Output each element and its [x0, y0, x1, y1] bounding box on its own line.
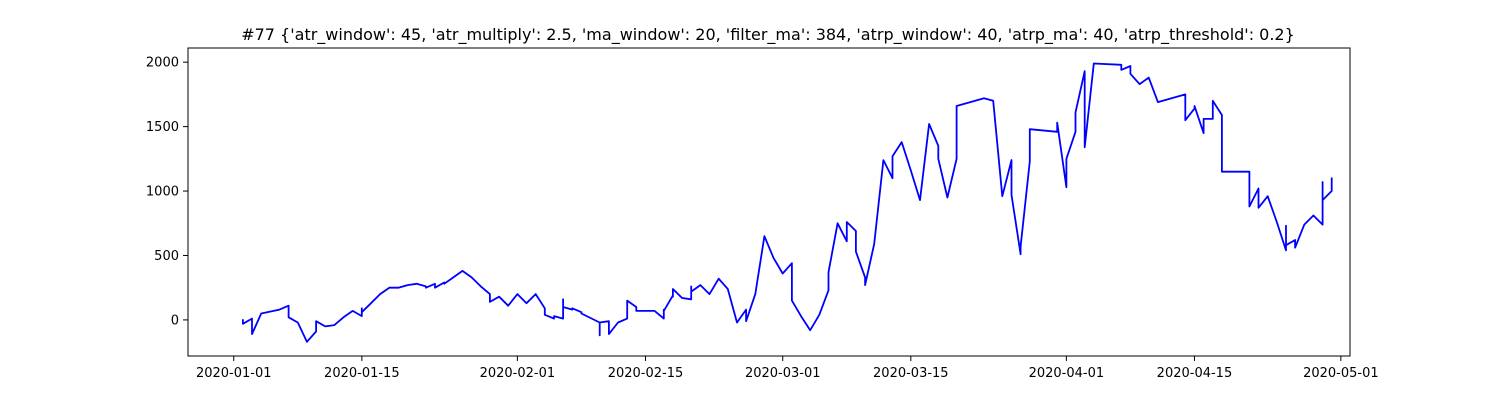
x-tick-label: 2020-05-01 [1303, 366, 1379, 381]
plot-frame [187, 47, 1351, 357]
plot-lines [241, 62, 1333, 343]
chart-title: #77 {'atr_window': 45, 'atr_multiply': 2… [241, 25, 1295, 45]
x-tick-label: 2020-02-01 [480, 366, 556, 381]
x-tick-label: 2020-04-15 [1157, 366, 1233, 381]
y-tick-label: 500 [154, 249, 179, 264]
x-tick-label: 2020-01-15 [324, 366, 400, 381]
x-tick-label: 2020-03-01 [745, 366, 821, 381]
y-tick-label: 0 [171, 313, 179, 328]
x-tick-label: 2020-02-15 [608, 366, 684, 381]
y-tick-label: 2000 [146, 56, 179, 71]
y-tick-label: 1000 [146, 185, 179, 200]
y-tick-label: 1500 [146, 120, 179, 135]
x-tick-label: 2020-01-01 [196, 366, 272, 381]
x-tick-label: 2020-04-01 [1029, 366, 1105, 381]
x-axis-ticks: 2020-01-01 2020-01-15 2020-02-01 2020-02-15… [196, 356, 1379, 381]
series-line-0 [241, 62, 1333, 343]
x-tick-label: 2020-03-15 [873, 366, 949, 381]
y-axis-ticks: 0 500 1000 1500 2000 [146, 56, 188, 328]
